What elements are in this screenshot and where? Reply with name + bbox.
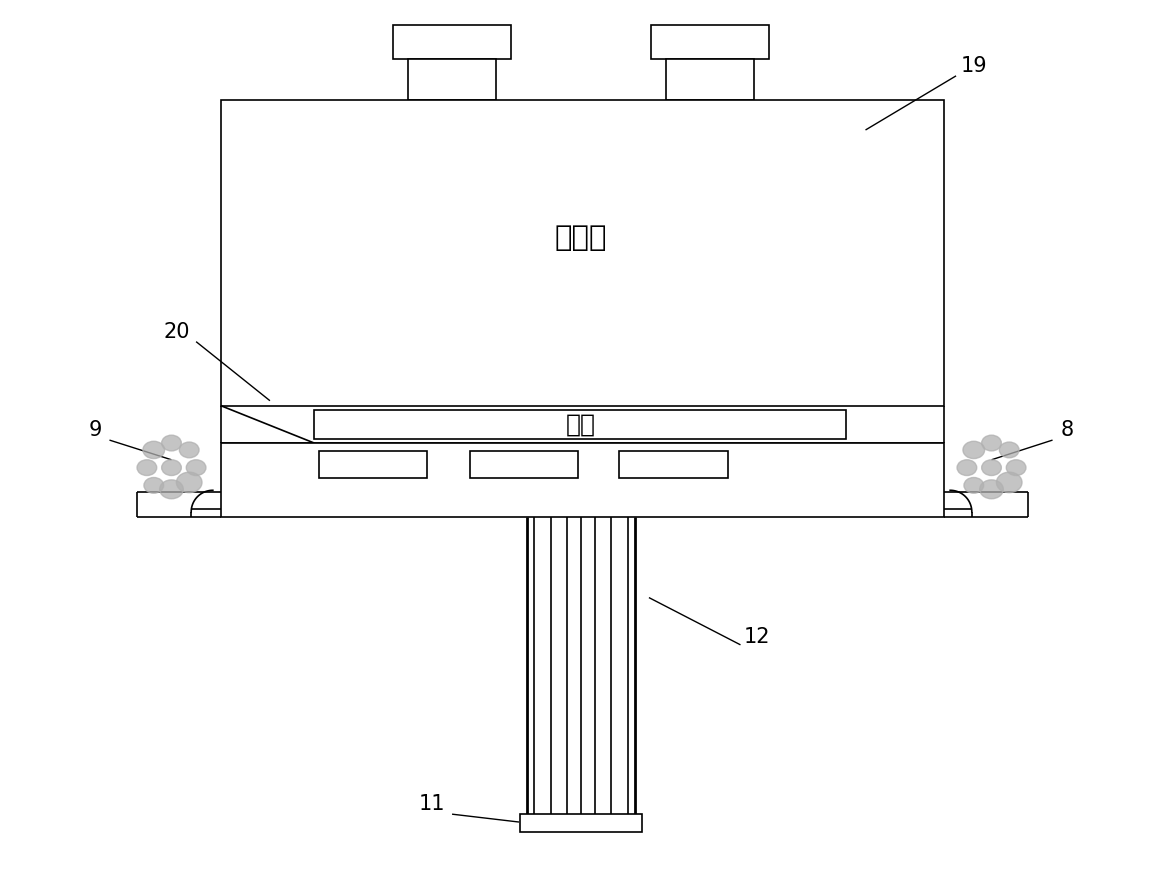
Text: 研磨头: 研磨头	[555, 224, 607, 252]
Text: 8: 8	[1061, 421, 1073, 440]
Ellipse shape	[162, 435, 181, 451]
Ellipse shape	[137, 460, 157, 476]
Bar	[620, 451, 728, 478]
Ellipse shape	[143, 441, 165, 459]
Bar	[520, 814, 642, 832]
Text: 11: 11	[419, 794, 445, 814]
Ellipse shape	[957, 460, 977, 476]
Bar	[314, 410, 846, 439]
Bar	[393, 25, 511, 59]
Bar	[651, 25, 769, 59]
Bar	[470, 451, 578, 478]
Text: 9: 9	[90, 421, 102, 440]
Text: 19: 19	[961, 56, 987, 76]
Ellipse shape	[964, 478, 984, 494]
Ellipse shape	[979, 480, 1004, 499]
Ellipse shape	[179, 442, 199, 458]
Ellipse shape	[963, 441, 985, 459]
Bar	[408, 59, 497, 101]
Ellipse shape	[186, 460, 206, 476]
Ellipse shape	[982, 460, 1001, 476]
Text: 12: 12	[744, 627, 770, 647]
Ellipse shape	[997, 472, 1022, 493]
Ellipse shape	[162, 460, 181, 476]
Ellipse shape	[999, 442, 1019, 458]
Bar	[319, 451, 428, 478]
Bar	[221, 101, 944, 405]
Ellipse shape	[982, 435, 1001, 451]
Ellipse shape	[177, 472, 202, 493]
Bar	[665, 59, 755, 101]
Text: 晶片: 晶片	[566, 413, 595, 437]
Ellipse shape	[159, 480, 184, 499]
Text: 20: 20	[163, 322, 190, 342]
Bar	[221, 443, 944, 517]
Ellipse shape	[1006, 460, 1026, 476]
Ellipse shape	[144, 478, 164, 494]
